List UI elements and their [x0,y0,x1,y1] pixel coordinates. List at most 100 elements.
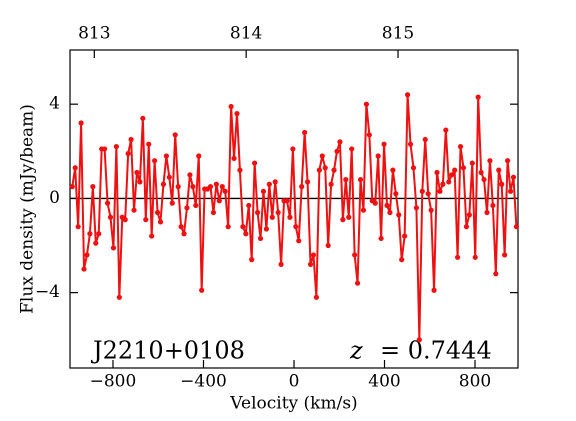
data-point [140,115,146,121]
x2-tick-label: 814 [230,24,262,44]
data-point [469,160,475,166]
data-point [390,167,396,173]
data-point [325,242,331,249]
data-point [410,165,417,171]
data-point [466,212,472,218]
data-point [307,261,314,267]
data-point [496,167,502,173]
data-point [396,212,402,218]
data-point [225,224,231,230]
data-point [131,207,137,213]
data-point [278,261,284,267]
data-point [266,181,272,187]
data-point [260,188,267,194]
data-point [296,238,302,244]
data-point [507,188,514,194]
x-tick-label: −400 [180,372,227,392]
data-point [199,287,205,293]
data-point [137,179,143,185]
x2-tick-label: 815 [382,24,414,44]
data-point [104,200,111,206]
data-point [275,209,281,216]
data-point [487,158,493,164]
data-point [243,231,249,237]
data-point [454,254,461,260]
data-point [113,143,119,150]
data-point [502,252,508,258]
data-point [90,184,96,190]
data-point [478,169,484,176]
data-point [304,179,311,185]
data-point [78,120,84,126]
data-point [404,92,411,98]
data-point [499,181,505,187]
data-point [431,287,437,293]
data-point [72,165,78,171]
data-point [481,176,487,183]
data-point [102,146,108,152]
data-point [399,257,405,263]
data-point [331,167,337,173]
data-point [190,184,196,190]
data-point [302,129,308,136]
data-point [393,191,399,197]
data-point [363,101,370,107]
data-point [322,165,328,171]
data-point [87,231,93,237]
data-point [160,181,167,187]
data-point [293,224,299,230]
data-point [352,252,358,258]
redshift-symbol: z [349,337,363,365]
data-point [157,219,164,225]
data-point [96,231,102,237]
data-point [449,172,455,178]
data-point [357,176,364,183]
data-point [422,136,428,143]
data-point [378,235,384,242]
data-point [143,217,149,223]
data-point [234,111,240,117]
data-point [375,153,381,159]
data-point [354,280,361,286]
data-point [366,132,372,138]
data-point [107,214,114,220]
data-point [166,174,172,180]
data-point [452,167,458,173]
data-point [425,191,431,197]
data-point [152,158,158,164]
data-point [343,176,349,183]
x-axis-label: Velocity (km/s) [229,394,357,414]
data-point [116,294,122,300]
data-point [125,151,131,157]
data-point [413,205,420,211]
data-point [240,224,246,230]
x-tick-label: 800 [459,372,491,392]
data-point [504,158,511,164]
data-point [387,209,393,216]
data-point [316,167,322,173]
data-point [428,207,434,213]
data-point [337,139,343,145]
data-point [93,240,99,246]
data-point [184,205,190,211]
y-axis-label: Flux density (mJy/beam) [18,104,38,314]
x2-tick-label: 813 [78,24,110,44]
data-point [228,103,234,110]
data-point [219,184,225,190]
data-point [328,181,334,187]
data-point [122,217,128,223]
data-point [81,266,87,272]
data-point [246,202,252,209]
data-point [402,233,408,239]
data-point [381,141,387,147]
y-tick-label: 4 [49,94,60,114]
x-tick-label: −800 [90,372,137,392]
data-point [110,245,117,251]
data-point [437,188,443,194]
x-tick-label: 400 [368,372,400,392]
data-point [69,184,75,190]
data-point [257,235,264,242]
data-point [163,153,169,159]
data-point [181,231,187,237]
data-point [154,209,161,216]
